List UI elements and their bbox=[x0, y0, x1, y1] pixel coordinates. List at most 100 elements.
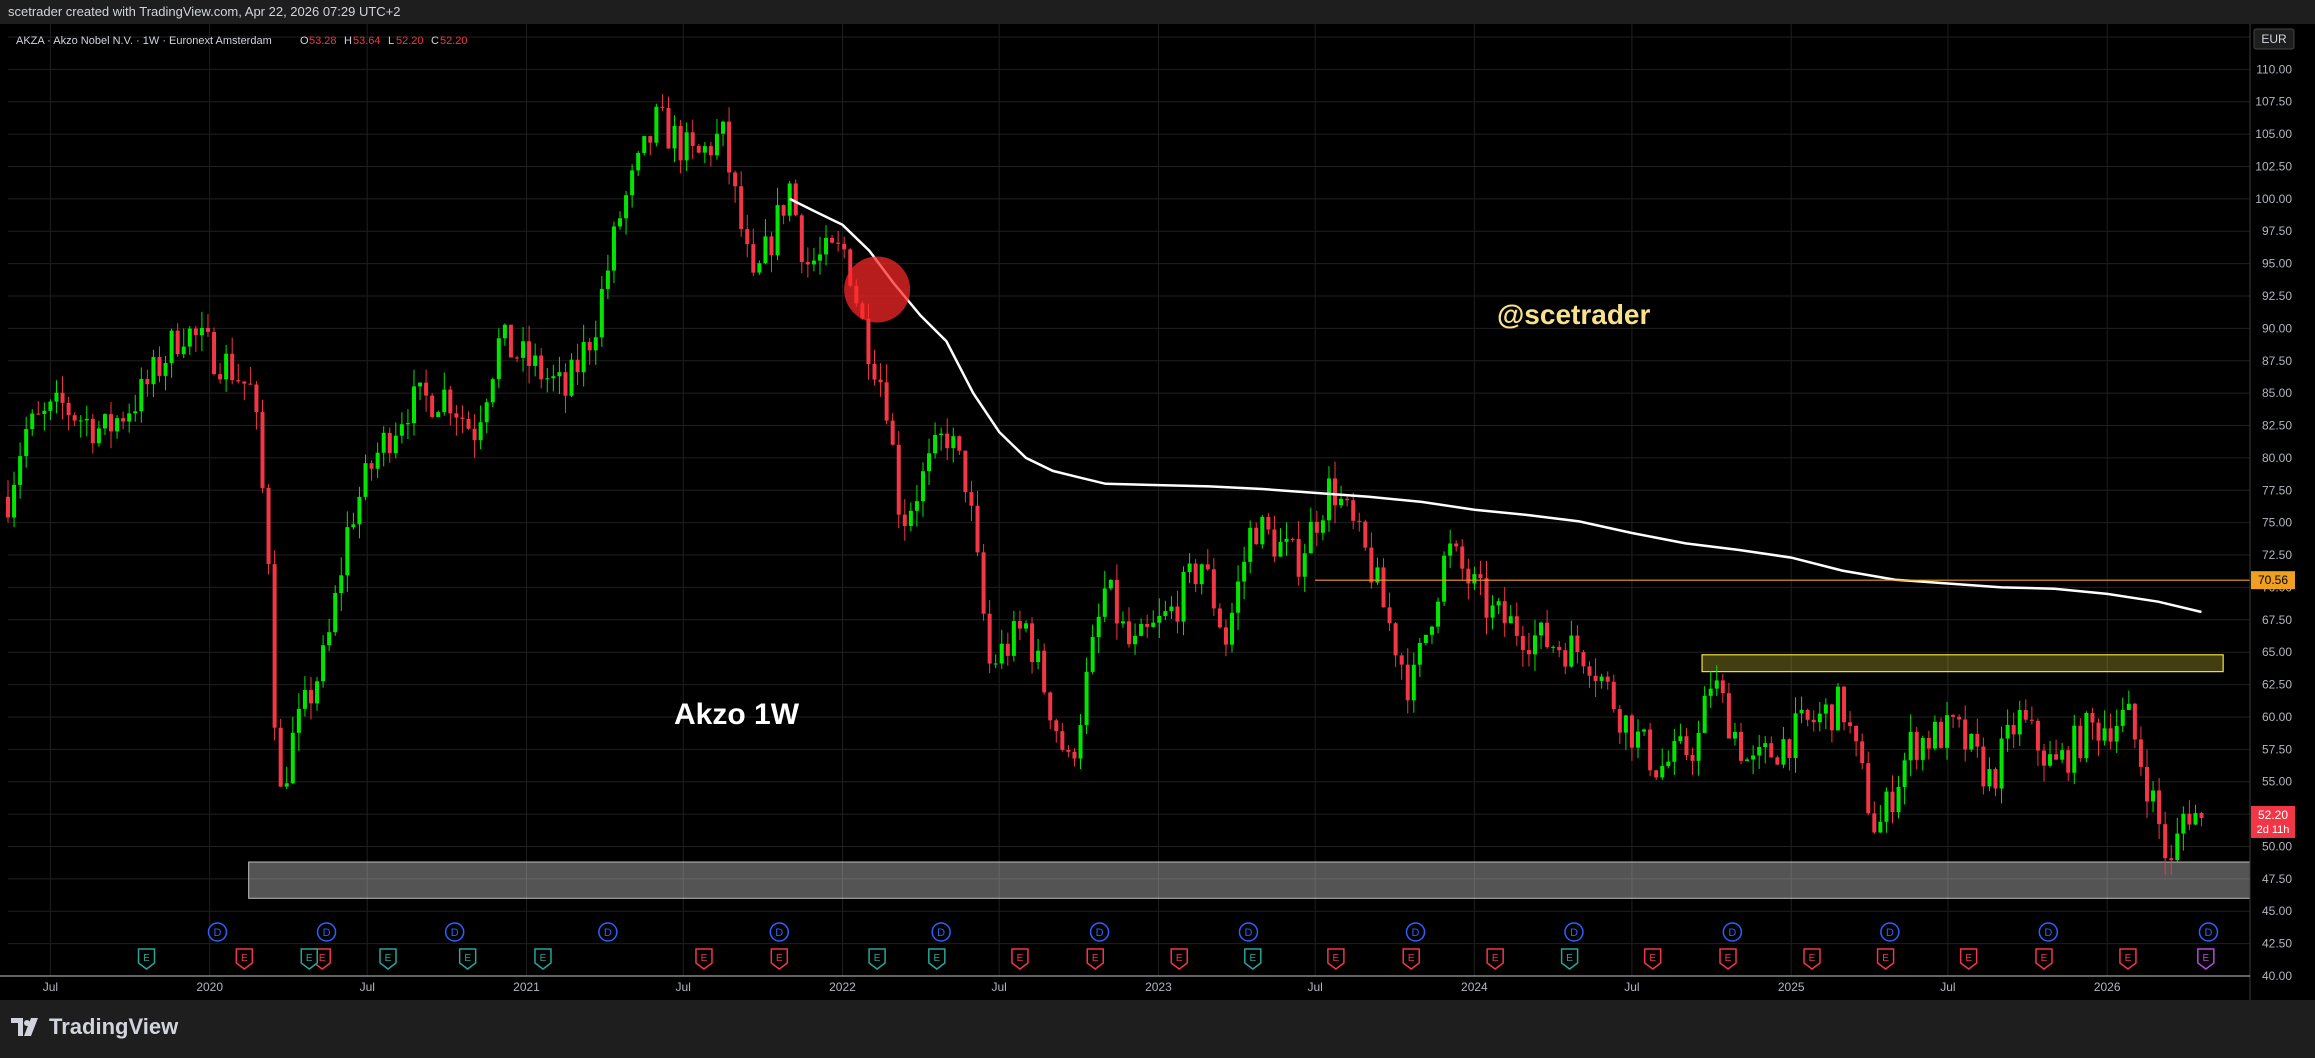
candle-body bbox=[1230, 612, 1235, 645]
candle-body bbox=[1702, 695, 1707, 733]
candle-body bbox=[1205, 564, 1210, 570]
earnings-marker-label: E bbox=[540, 953, 547, 964]
candle-body bbox=[327, 632, 332, 646]
candle-body bbox=[272, 564, 277, 728]
candle-body bbox=[927, 453, 932, 472]
currency-box[interactable]: EUR bbox=[2253, 28, 2295, 50]
candle-body bbox=[1575, 635, 1580, 653]
candle-body bbox=[660, 106, 665, 108]
candle-body bbox=[1769, 743, 1774, 758]
candle-body bbox=[1739, 731, 1744, 761]
candle-body bbox=[1872, 813, 1877, 833]
earnings-marker bbox=[695, 948, 713, 970]
candle-body bbox=[1090, 636, 1095, 672]
price-tick-label: 42.50 bbox=[2262, 937, 2292, 951]
candle-body bbox=[690, 132, 695, 146]
price-tick-label: 102.50 bbox=[2255, 159, 2292, 173]
candle-body bbox=[751, 244, 756, 273]
candle-body bbox=[1617, 709, 1622, 733]
candle-body bbox=[411, 386, 416, 424]
candle-body bbox=[90, 418, 95, 444]
earnings-marker bbox=[1011, 948, 1029, 970]
time-tick-label: 2022 bbox=[829, 980, 856, 994]
candle-body bbox=[939, 433, 944, 435]
candle-body bbox=[1429, 626, 1434, 635]
candle-body bbox=[733, 172, 738, 187]
candle-body bbox=[1829, 704, 1834, 731]
candle-body bbox=[1272, 529, 1277, 557]
candle-body bbox=[351, 524, 356, 528]
candle-body bbox=[1878, 821, 1883, 833]
price-tick-label: 55.00 bbox=[2262, 775, 2292, 789]
candle-body bbox=[1635, 731, 1640, 748]
candle-body bbox=[593, 337, 598, 351]
candle-body bbox=[1975, 733, 1980, 747]
price-tick-label: 77.50 bbox=[2262, 483, 2292, 497]
legend: AKZA · Akzo Nobel N.V. · 1W · Euronext A… bbox=[16, 35, 468, 47]
candle-body bbox=[1023, 623, 1028, 629]
candle-body bbox=[1666, 761, 1671, 767]
candle-body bbox=[1508, 616, 1513, 624]
candle-body bbox=[2084, 712, 2089, 759]
dividend-marker bbox=[2198, 922, 2219, 942]
candle-body bbox=[1799, 709, 1804, 714]
candle-body bbox=[1030, 623, 1035, 663]
candle-body bbox=[1017, 621, 1022, 629]
candle-body bbox=[6, 496, 10, 518]
price-tick-label: 100.00 bbox=[2255, 192, 2292, 206]
candle-body bbox=[1290, 538, 1295, 540]
tradingview-brand[interactable]: TradingView bbox=[11, 1014, 178, 1040]
candle-body bbox=[933, 434, 938, 454]
candle-body bbox=[1320, 520, 1325, 533]
candle-body bbox=[611, 226, 616, 271]
earnings-marker bbox=[235, 948, 254, 970]
candle-body bbox=[2157, 790, 2162, 825]
candle-body bbox=[1642, 729, 1647, 732]
candle-body bbox=[339, 575, 344, 594]
candle-body bbox=[757, 263, 762, 273]
moving-average-line bbox=[789, 197, 2202, 614]
candle-body bbox=[2151, 790, 2156, 802]
earnings-marker bbox=[1803, 948, 1821, 970]
candle-body bbox=[1938, 721, 1943, 748]
candle-body bbox=[66, 402, 71, 416]
candle-body bbox=[1842, 686, 1847, 723]
candle-body bbox=[1145, 623, 1150, 627]
footer: TradingView bbox=[0, 1000, 2315, 1058]
candle-body bbox=[981, 552, 986, 614]
candle-body bbox=[830, 237, 835, 243]
candle-body bbox=[648, 136, 653, 143]
price-tick-label: 105.00 bbox=[2255, 127, 2292, 141]
chart-area[interactable]: E E D E E D E D E E D E E D E E D E E D E E D E E D E E D E E D E E D E E D E E… bbox=[0, 24, 2315, 1000]
candle-body bbox=[2035, 720, 2040, 751]
time-tick-label: 2020 bbox=[196, 980, 223, 994]
candle-body bbox=[1926, 737, 1931, 749]
price-tick-label: 85.00 bbox=[2262, 386, 2292, 400]
candle-body bbox=[102, 414, 107, 429]
time-tick-label: Jul bbox=[991, 980, 1006, 994]
candle-body bbox=[48, 401, 53, 411]
highlight-circle bbox=[844, 256, 911, 323]
candle-body bbox=[242, 381, 247, 384]
dividend-marker-label: D bbox=[1244, 927, 1252, 939]
dividend-marker-label: D bbox=[1412, 927, 1420, 939]
candle-body bbox=[1732, 731, 1737, 739]
grid bbox=[8, 24, 2250, 977]
candle-body bbox=[448, 389, 453, 414]
dividend-marker-label: D bbox=[1728, 927, 1736, 939]
candle-body bbox=[454, 413, 459, 418]
candle-body bbox=[2060, 750, 2065, 760]
candle-body bbox=[1114, 579, 1119, 624]
candle-body bbox=[642, 136, 647, 153]
candle-body bbox=[624, 195, 629, 219]
price-tick-label: 60.00 bbox=[2262, 710, 2292, 724]
candle-body bbox=[1187, 563, 1192, 573]
time-tick-label: Jul bbox=[1940, 980, 1955, 994]
candle-body bbox=[139, 378, 144, 412]
candle-body bbox=[514, 357, 519, 359]
candle-body bbox=[727, 121, 732, 173]
candle-body bbox=[193, 328, 198, 336]
candle-body bbox=[654, 106, 659, 143]
candle-body bbox=[1254, 527, 1259, 545]
candle-body bbox=[1890, 791, 1895, 813]
